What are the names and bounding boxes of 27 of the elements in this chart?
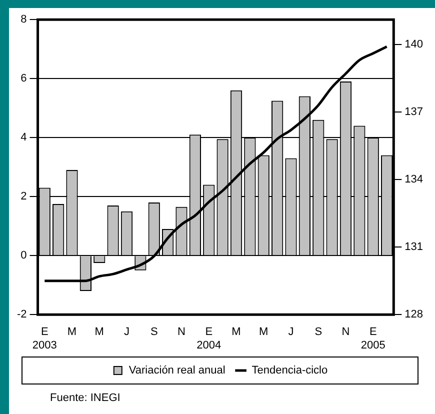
x-tick-label: J bbox=[124, 326, 130, 338]
y2-tick-label: 134 bbox=[404, 174, 424, 186]
y2-tick-label: 137 bbox=[404, 106, 424, 118]
y2-tick-label: 140 bbox=[404, 38, 424, 50]
y-tick-label: 6 bbox=[20, 72, 27, 85]
y-tick-label: 8 bbox=[20, 14, 27, 26]
x-tick-label: M bbox=[232, 326, 241, 338]
source-note: Fuente: INEGI bbox=[50, 392, 120, 404]
y-tick-label: 0 bbox=[20, 250, 27, 262]
y-tick-label: 4 bbox=[20, 132, 27, 144]
y2-tick-label: 131 bbox=[404, 241, 424, 254]
x-tick-label: E 2005 bbox=[360, 326, 386, 352]
x-tick-label: J bbox=[288, 326, 294, 338]
x-tick-label: N bbox=[178, 326, 186, 338]
y-tick-label: 2 bbox=[20, 190, 27, 203]
x-tick-label: M bbox=[259, 326, 268, 338]
x-tick-label: E 2003 bbox=[32, 326, 57, 352]
x-tick-label: E 2004 bbox=[196, 326, 222, 352]
x-tick-label: S bbox=[314, 326, 322, 338]
y-tick-label: -2 bbox=[17, 308, 27, 321]
x-tick-label: M bbox=[67, 326, 77, 338]
x-tick-label: M bbox=[94, 326, 104, 338]
legend-label: Tendencia-ciclo bbox=[252, 364, 328, 377]
y2-tick-label: 128 bbox=[404, 308, 424, 321]
x-tick-label: S bbox=[150, 326, 158, 338]
legend-label: Variación real anual bbox=[128, 364, 226, 377]
x-tick-label: N bbox=[342, 326, 350, 338]
